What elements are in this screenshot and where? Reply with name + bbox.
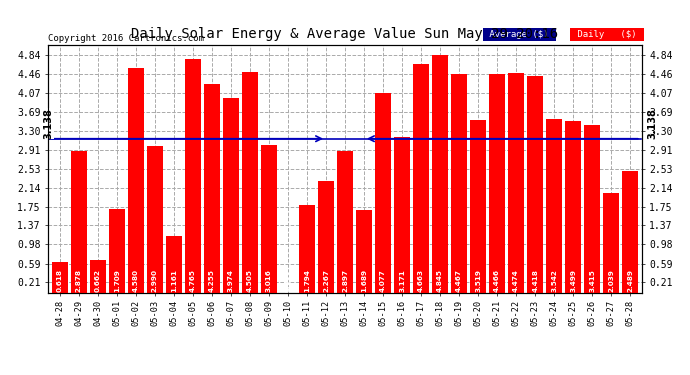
Text: 0.618: 0.618 [57,268,63,291]
Text: 4.765: 4.765 [190,268,196,291]
Bar [375,93,391,292]
Bar [604,193,619,292]
Bar [394,137,410,292]
Text: 2.489: 2.489 [627,268,633,291]
Bar [584,125,600,292]
Bar [204,84,219,292]
Text: 3.016: 3.016 [266,268,272,291]
Text: Daily   ($): Daily ($) [572,30,642,39]
Text: 4.418: 4.418 [532,268,538,291]
Bar [261,145,277,292]
Bar [622,171,638,292]
Bar [147,146,163,292]
Bar [185,59,201,292]
Text: 2.267: 2.267 [323,268,329,291]
Bar [546,119,562,292]
Bar [527,76,543,292]
Text: 4.467: 4.467 [456,268,462,291]
Text: 2.878: 2.878 [76,268,81,291]
Bar [71,152,86,292]
Text: 3.138: 3.138 [648,108,658,139]
Text: 4.466: 4.466 [494,268,500,291]
Bar [413,64,429,292]
Text: 4.845: 4.845 [437,268,443,291]
Text: 1.161: 1.161 [171,268,177,291]
Text: 4.077: 4.077 [380,269,386,291]
Text: 4.580: 4.580 [132,268,139,291]
Bar [318,182,334,292]
Text: 0.000: 0.000 [285,269,291,291]
Text: 1.794: 1.794 [304,268,310,291]
Bar [356,210,372,292]
Text: 4.663: 4.663 [418,268,424,291]
Text: 1.689: 1.689 [361,268,367,291]
Text: 3.519: 3.519 [475,268,481,291]
Bar [166,236,181,292]
Bar [223,98,239,292]
Text: 2.897: 2.897 [342,268,348,291]
Bar [451,74,467,292]
Bar [565,121,581,292]
Text: 3.171: 3.171 [399,269,405,291]
Text: 4.474: 4.474 [513,269,519,291]
Bar [509,73,524,292]
Text: 0.662: 0.662 [95,268,101,291]
Bar [242,72,257,292]
Bar [128,68,144,292]
Bar [433,55,448,292]
Text: 3.974: 3.974 [228,268,234,291]
Bar [337,150,353,292]
Text: Average ($): Average ($) [484,30,554,39]
Bar [280,292,296,296]
Text: 2.039: 2.039 [609,268,614,291]
Bar [52,262,68,292]
Text: 2.990: 2.990 [152,268,158,291]
Title: Daily Solar Energy & Average Value Sun May 29 20:16: Daily Solar Energy & Average Value Sun M… [131,27,559,41]
Text: 1.709: 1.709 [114,268,120,291]
Text: 3.138: 3.138 [43,108,54,139]
Bar [489,74,505,292]
Text: Copyright 2016 Cartronics.com: Copyright 2016 Cartronics.com [48,33,204,42]
Text: 4.505: 4.505 [247,268,253,291]
Text: 4.255: 4.255 [209,268,215,291]
Bar [90,260,106,292]
Bar [299,205,315,292]
Text: 3.415: 3.415 [589,268,595,291]
Text: 3.542: 3.542 [551,268,558,291]
Text: 3.499: 3.499 [570,268,576,291]
Bar [471,120,486,292]
Bar [109,209,125,292]
